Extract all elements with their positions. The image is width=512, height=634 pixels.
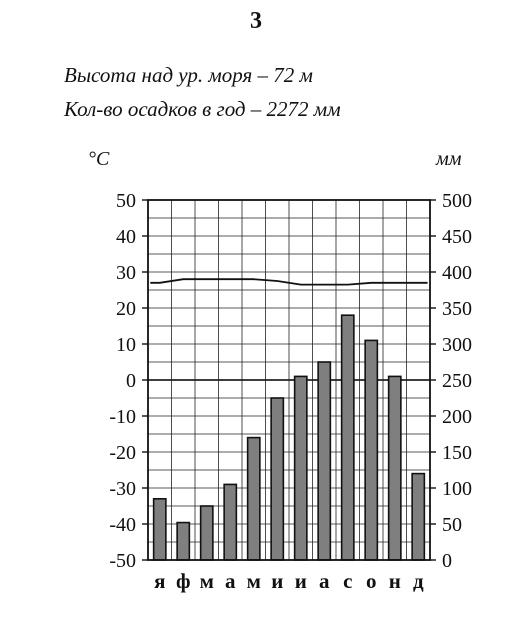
grid (147, 199, 431, 561)
month-label: ф (176, 569, 191, 593)
month-label: и (295, 569, 307, 593)
precipitation-bar-3 (199, 505, 214, 561)
right-axis-unit: мм (435, 148, 462, 170)
right-tick-label: 0 (442, 550, 452, 572)
precipitation-label: Кол-во осадков в год – 2272 мм (64, 97, 341, 121)
axes (142, 199, 436, 561)
left-tick-label: -50 (109, 550, 136, 572)
precipitation-bar-7 (293, 375, 308, 561)
right-tick-label: 100 (442, 478, 472, 500)
month-label: с (343, 569, 352, 593)
month-label: м (247, 569, 261, 593)
left-tick-label: 40 (116, 226, 136, 248)
precipitation-bar-9 (340, 314, 355, 561)
precipitation-bar-2 (176, 521, 191, 561)
month-label: я (154, 569, 165, 593)
left-tick-label: 0 (126, 370, 136, 392)
month-label: а (319, 569, 330, 593)
month-label: и (271, 569, 283, 593)
precipitation-bar-8 (317, 361, 332, 561)
temperature-curve (150, 278, 428, 286)
left-tick-label: 20 (116, 298, 136, 320)
left-tick-label: -30 (109, 478, 136, 500)
elevation-label: Высота над ур. моря – 72 м (64, 63, 313, 87)
left-tick-label: 10 (116, 334, 136, 356)
temperature-line (150, 278, 428, 286)
precipitation-bar-12 (411, 472, 426, 561)
month-label: м (200, 569, 214, 593)
figure-number: 3 (250, 8, 262, 34)
precipitation-bar-6 (270, 397, 285, 561)
tick-labels: -50-40-30-20-100102030405005010015020025… (109, 190, 472, 593)
month-label: о (366, 569, 377, 593)
left-tick-label: -20 (109, 442, 136, 464)
month-label: д (413, 569, 424, 593)
month-label: н (389, 569, 401, 593)
left-tick-label: 50 (116, 190, 136, 212)
precipitation-bar-1 (152, 497, 167, 561)
right-tick-label: 150 (442, 442, 472, 464)
left-axis-unit: °C (88, 148, 110, 170)
right-tick-label: 400 (442, 262, 472, 284)
right-tick-label: 200 (442, 406, 472, 428)
right-tick-label: 250 (442, 370, 472, 392)
precipitation-bar-11 (387, 375, 402, 561)
month-label: а (225, 569, 236, 593)
precipitation-bar-5 (246, 436, 261, 561)
right-tick-label: 300 (442, 334, 472, 356)
left-tick-label: -40 (109, 514, 136, 536)
precipitation-bar-4 (223, 483, 238, 561)
right-tick-label: 350 (442, 298, 472, 320)
precipitation-bar-10 (364, 339, 379, 561)
left-tick-label: 30 (116, 262, 136, 284)
right-tick-label: 450 (442, 226, 472, 248)
right-tick-label: 500 (442, 190, 472, 212)
left-tick-label: -10 (109, 406, 136, 428)
right-tick-label: 50 (442, 514, 462, 536)
